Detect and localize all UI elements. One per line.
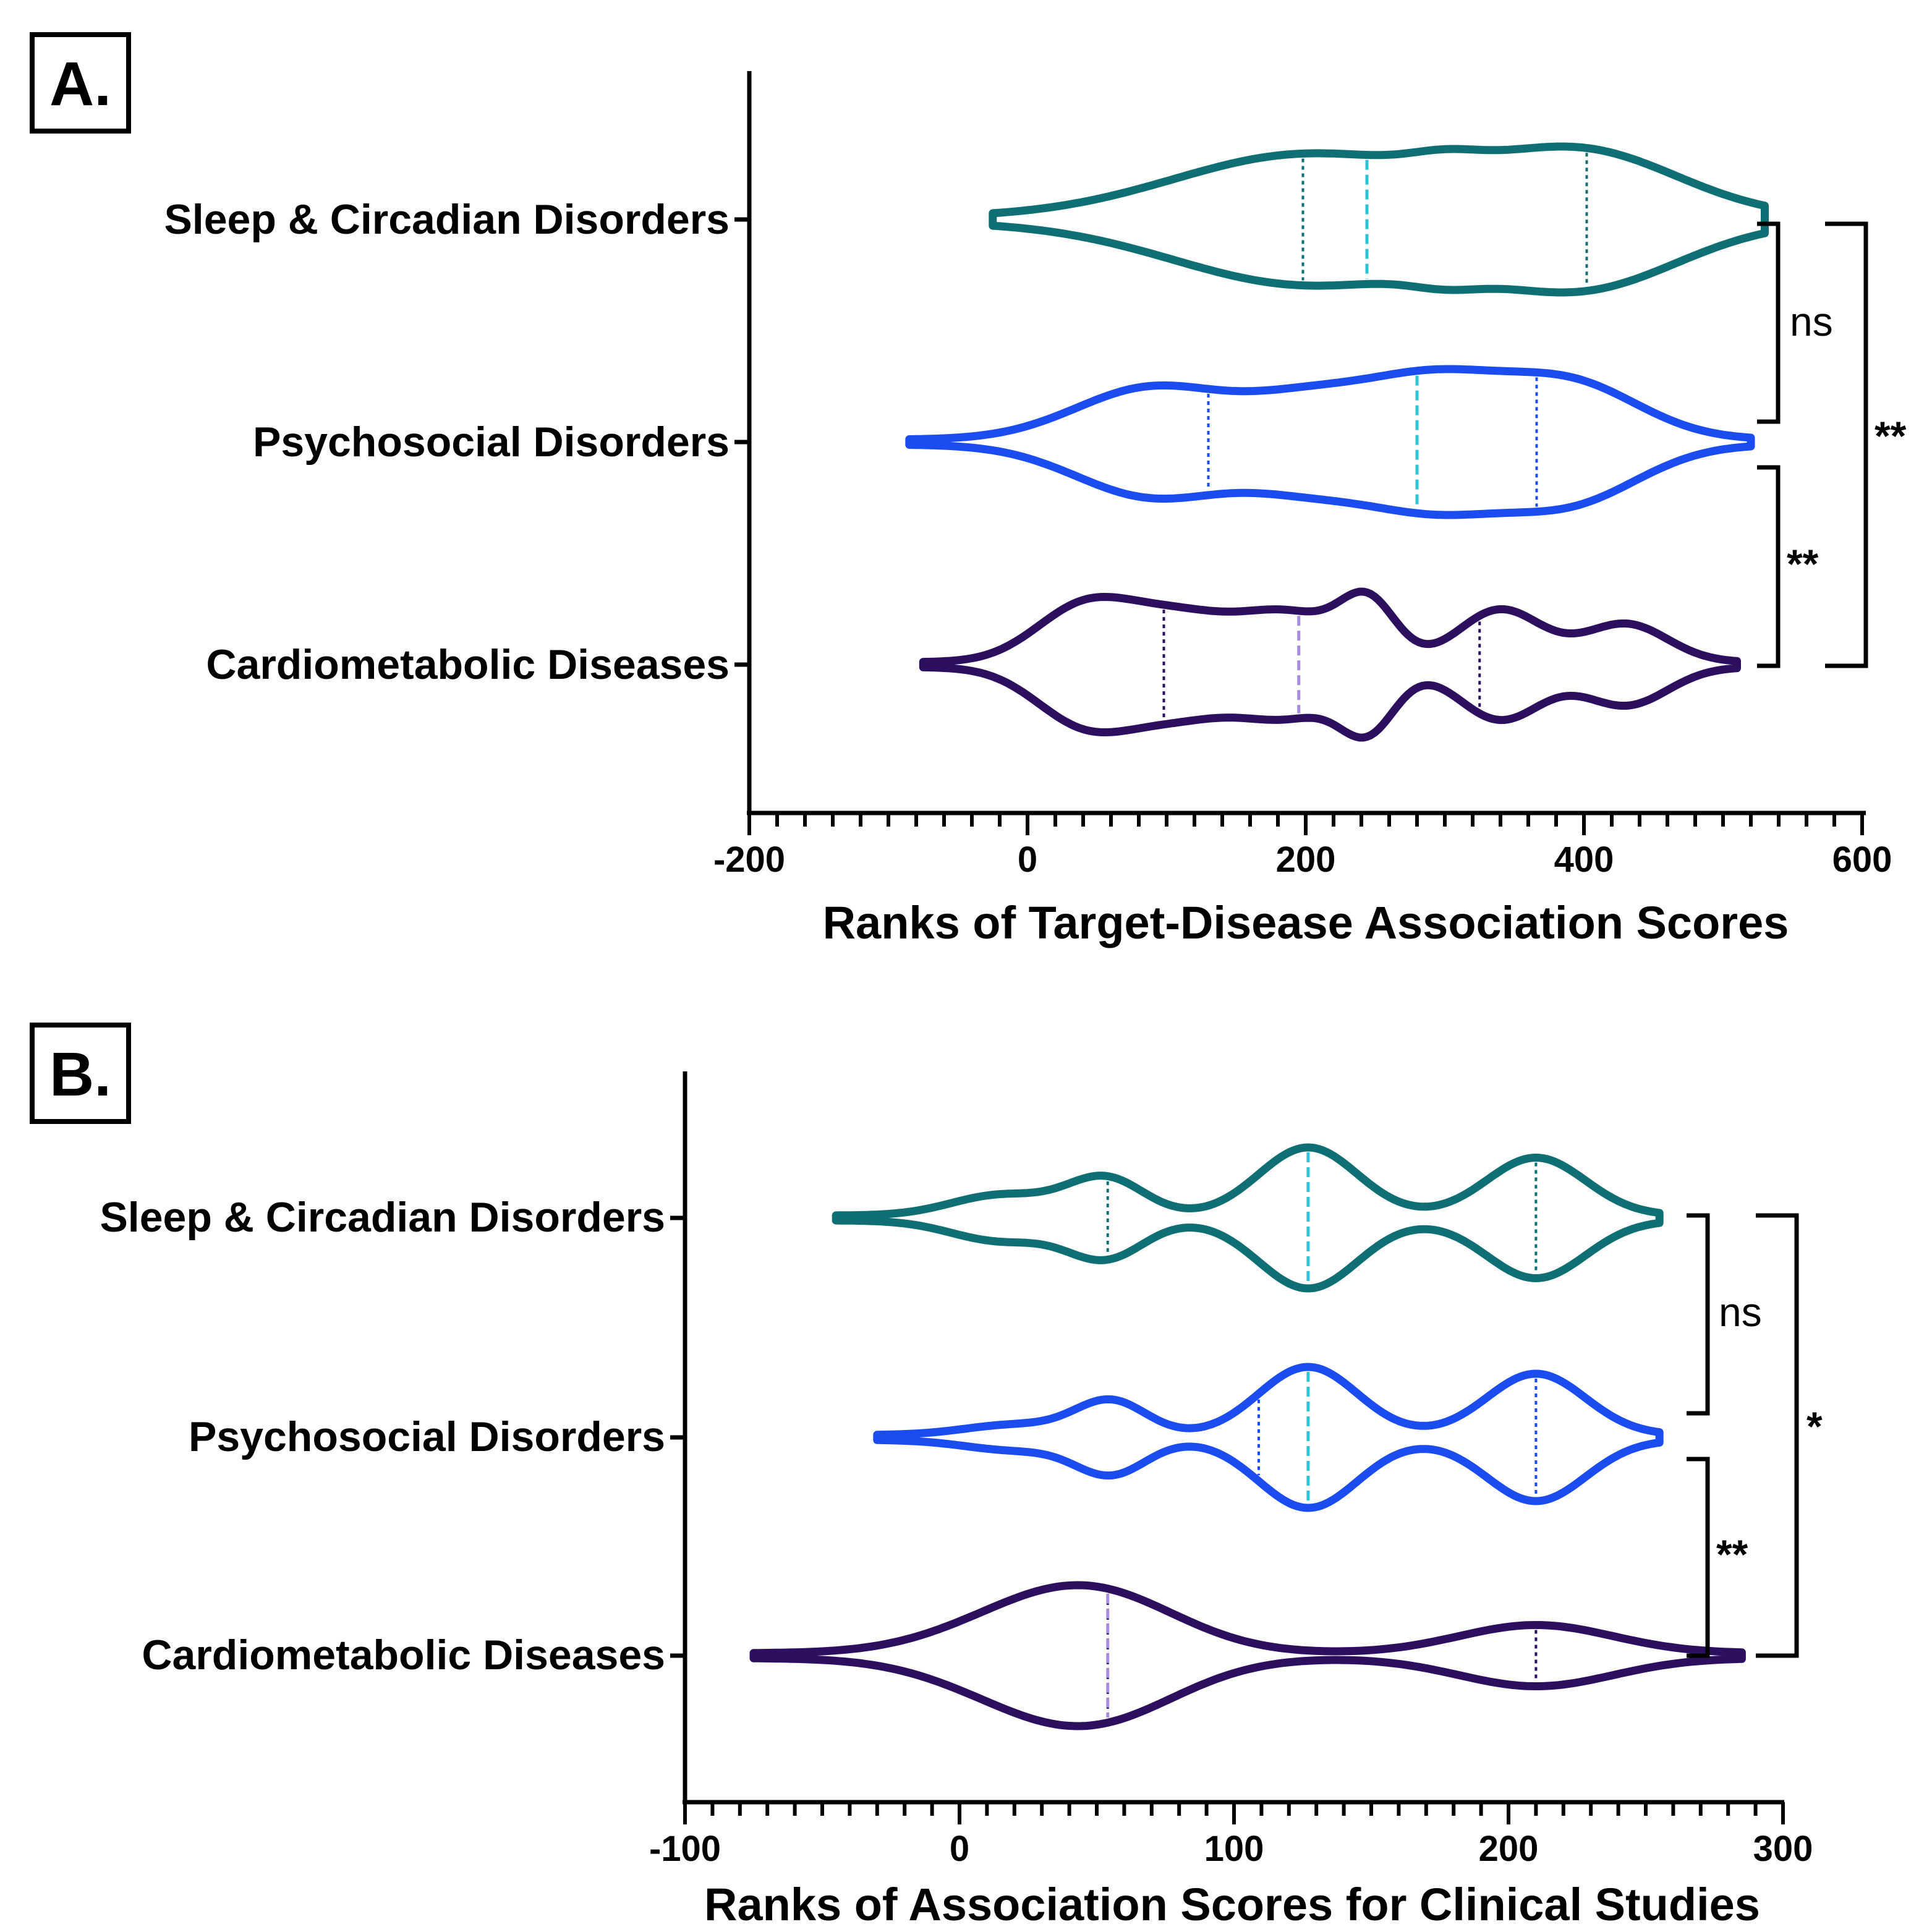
panel-a-xtick-label-0: -200 [713, 840, 785, 880]
panel-b-label-box [30, 1023, 131, 1124]
panel-b-xtick-label-2: 100 [1204, 1829, 1264, 1869]
panel-b-label: B. [49, 1040, 111, 1109]
panel-b-xtick-label-0: -100 [649, 1829, 721, 1869]
panel-a-x-axis-title: Ranks of Target-Disease Association Scor… [823, 897, 1789, 948]
panel-b-xtick-label-3: 200 [1479, 1829, 1539, 1869]
panel-b-violin-cardiometabolic [749, 1581, 1746, 1730]
panel-b-x-axis-title: Ranks of Association Scores for Clinical… [704, 1879, 1760, 1930]
panel-b-category-psychosocial: Psychosocial Disorders [189, 1413, 665, 1460]
panel-a-xtick-label-1: 0 [1018, 840, 1037, 880]
panel-a-category-sleep: Sleep & Circadian Disorders [164, 196, 730, 243]
panel-a-category-psychosocial: Psychosocial Disorders [253, 419, 730, 466]
panel-b-sig-psychosocial-cardiometabolic: ** [1716, 1531, 1748, 1577]
panel-a-bracket-psychosocial-cardiometabolic [1757, 465, 1781, 668]
panel-a-category-cardiometabolic: Cardiometabolic Diseases [206, 641, 730, 688]
panel-a-label-box [30, 32, 131, 134]
panel-b-category-sleep: Sleep & Circadian Disorders [100, 1194, 665, 1241]
panel-b-category-cardiometabolic: Cardiometabolic Diseases [142, 1632, 665, 1679]
panel-b-sig-sleep-psychosocial: ns [1719, 1289, 1762, 1335]
panel-a-violins [905, 142, 1769, 742]
panel-a-sig-sleep-cardiometabolic: ** [1875, 413, 1907, 459]
panel-a-violin-psychosocial [905, 365, 1755, 519]
panel-a-bracket-sleep-psychosocial [1757, 221, 1781, 424]
panel-b-bracket-psychosocial-cardiometabolic [1687, 1457, 1710, 1658]
panel-a-sig-psychosocial-cardiometabolic: ** [1787, 541, 1819, 587]
panel-a-xtick-label-4: 600 [1832, 840, 1892, 880]
panel-a-label: A. [49, 49, 111, 119]
panel-b-xtick-label-1: 0 [950, 1829, 969, 1869]
panel-b: B. Sleep & Circadian Disorders Psychosoc… [30, 1023, 1823, 1930]
panel-b-bracket-sleep-psychosocial [1687, 1213, 1710, 1416]
panel-a-bracket-sleep-cardiometabolic [1825, 221, 1868, 668]
panel-a: A. Sleep & Circadian Disorders Psychosoc… [30, 32, 1907, 948]
panel-b-violins [749, 1143, 1746, 1730]
panel-a-violin-sleep [989, 142, 1769, 297]
panel-b-sig-sleep-cardiometabolic: * [1806, 1403, 1823, 1449]
panel-a-xtick-label-2: 200 [1276, 840, 1336, 880]
panel-a-xtick-label-3: 400 [1554, 840, 1614, 880]
panel-b-violin-sleep [832, 1143, 1664, 1293]
panel-a-x-ticks [747, 813, 1864, 835]
panel-a-violin-cardiometabolic [919, 587, 1741, 742]
panel-b-bracket-sleep-cardiometabolic [1756, 1213, 1799, 1658]
panel-a-sig-sleep-psychosocial: ns [1790, 299, 1833, 344]
panel-b-violin-psychosocial [873, 1363, 1664, 1512]
panel-b-xtick-label-4: 300 [1753, 1829, 1813, 1869]
panel-b-x-ticks [683, 1802, 1785, 1824]
